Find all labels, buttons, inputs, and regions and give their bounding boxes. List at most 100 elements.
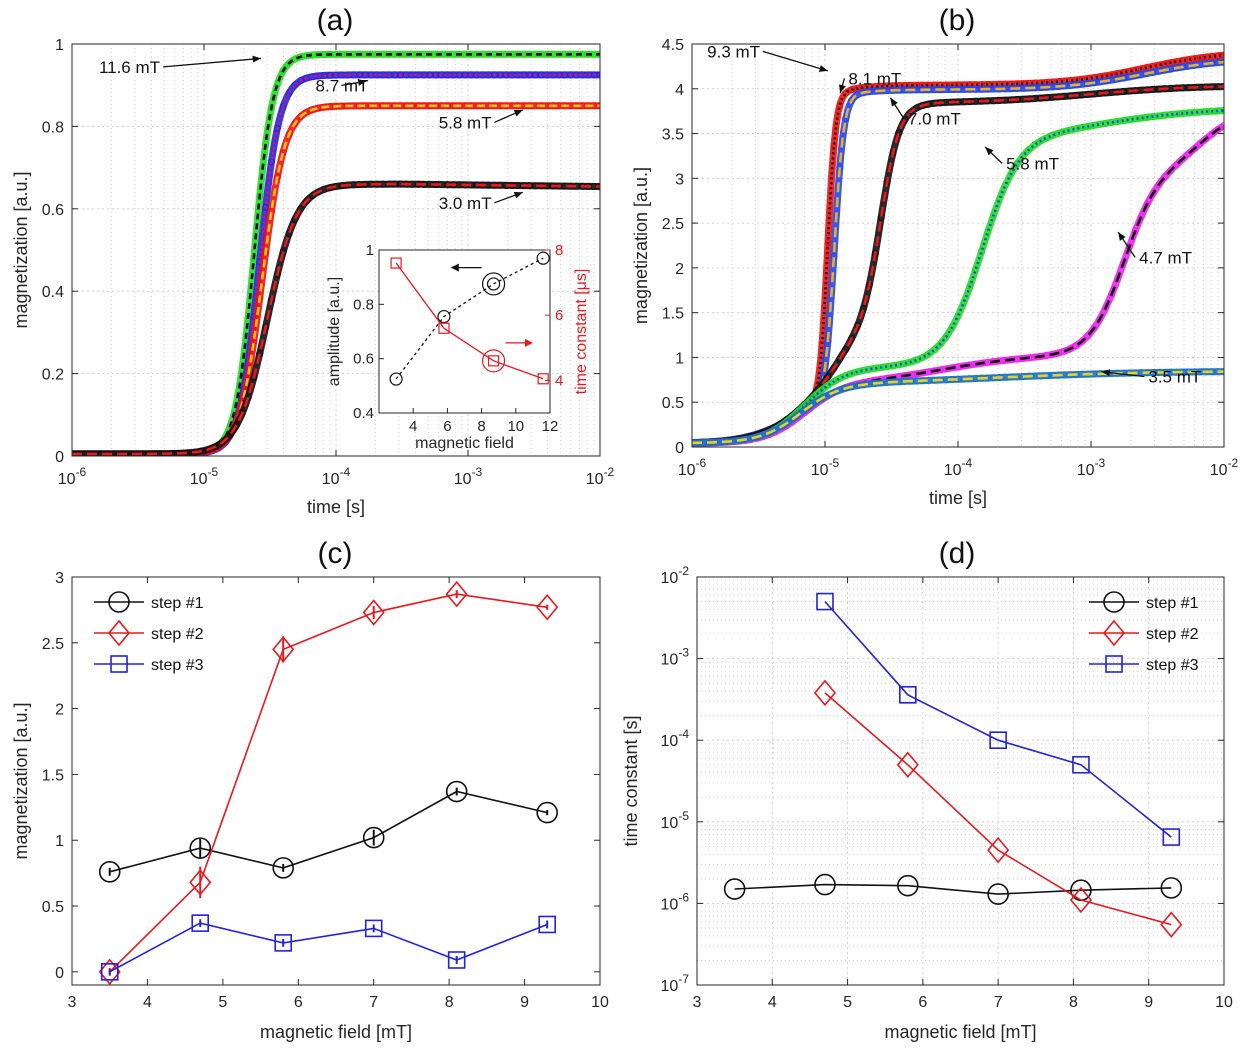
legend-marker (1102, 619, 1126, 647)
series-4.7 mT-marker (1190, 145, 1198, 153)
series-8.7 mT-marker (273, 124, 281, 132)
series-5.8 mT-marker (913, 356, 921, 364)
x-tick-label: 10-3 (454, 465, 483, 488)
series-5.8 mT-marker (989, 211, 997, 219)
series-8.7 mT-fit (72, 73, 600, 456)
series-4.7 mT-marker (1161, 173, 1169, 181)
data-point (813, 679, 837, 707)
data-point (189, 837, 212, 859)
series-4.7 mT-marker (1208, 130, 1216, 138)
x-tick-label: 10-4 (944, 456, 973, 479)
y-tick-label: 10-6 (661, 890, 690, 913)
series-3.0 mT-marker (309, 192, 317, 200)
y-tick-label: 10-3 (661, 646, 690, 669)
x-tick-label: 4 (143, 994, 152, 1011)
y-tick-label: 0.5 (662, 395, 684, 412)
annotation-arrowhead (839, 84, 846, 94)
annotation-arrowhead (1101, 369, 1111, 377)
series-7.0 mT-marker (907, 108, 915, 116)
data-point (987, 883, 1009, 905)
inset-left-arrowhead (450, 263, 459, 272)
y-tick-label: 1 (55, 833, 64, 850)
legend-marker (108, 591, 130, 613)
annotation-arrowhead (1118, 232, 1126, 241)
series-4.7 mT-marker (1096, 315, 1104, 323)
y-tick-label: 1.5 (662, 306, 684, 323)
annotation-arrowhead (985, 146, 994, 156)
series-8.7 mT-marker (285, 89, 293, 97)
series-5.8 mT-marker (1013, 160, 1021, 168)
series-4.7 mT-marker (1084, 332, 1092, 340)
x-tick-label: 10 (591, 994, 609, 1011)
series-4.7 mT-marker (1078, 337, 1086, 345)
legend-marker (1105, 655, 1123, 673)
series-5.8 mT-marker (942, 333, 950, 341)
series-step3-line (109, 922, 548, 973)
series-7.0 mT-marker (901, 116, 909, 124)
annotation-label: 3.0 mT (439, 194, 492, 213)
y-tick-label: 2 (675, 261, 684, 278)
series-9.3 mT-marker (1220, 51, 1224, 59)
x-tick-label: 9 (1144, 994, 1153, 1011)
series-5.8 mT-marker (907, 358, 915, 366)
y-tick-label: 4.5 (662, 37, 684, 54)
series-5.8 mT-marker (291, 119, 299, 127)
series-9.3 mT-marker (824, 239, 832, 247)
y-tick-label: 0.6 (42, 202, 64, 219)
data-point (445, 580, 468, 608)
series-7.0 mT-marker (830, 364, 838, 372)
data-point (98, 861, 121, 883)
series-3.5 mT-marker (824, 391, 832, 399)
series-8.1 mT-marker (848, 97, 856, 105)
legend-label: step #2 (1146, 626, 1199, 643)
x-axis-label: time [s] (307, 497, 365, 517)
annotation-arrowhead (818, 65, 828, 72)
inset-y-tick-label: 0.4 (353, 405, 374, 422)
data-point (100, 963, 119, 981)
series-step2-line (109, 593, 548, 973)
legend-marker (1103, 591, 1125, 613)
y-tick-label: 0.2 (42, 367, 64, 384)
x-tick-label: 8 (445, 994, 454, 1011)
series-3.5 mT-marker (806, 402, 814, 410)
x-tick-label: 10-5 (190, 465, 219, 488)
annotation-arrowhead (252, 55, 261, 63)
data-layer (723, 592, 1183, 938)
y-tick-label: 10-4 (661, 727, 690, 750)
data-point (274, 934, 293, 952)
series-5.8 mT-marker (954, 312, 962, 320)
legend-label: step #1 (1146, 595, 1199, 612)
series-3.0 mT-marker (303, 197, 311, 205)
series-4.7 mT-marker (1143, 200, 1151, 208)
series-step1-line (734, 883, 1172, 895)
series-step3-line (824, 601, 1172, 838)
inset-highlight-circle (481, 272, 506, 296)
inset-y-tick-label: 1 (366, 242, 374, 259)
axes-frame (71, 576, 601, 986)
series-5.8 mT-marker (830, 378, 838, 386)
series-5.8 mT-marker (824, 381, 832, 389)
series-3.5 mT-marker (812, 398, 820, 406)
series-9.3 mT-marker (842, 89, 850, 97)
y-tick-label: 2.5 (42, 636, 64, 653)
data-point (723, 878, 746, 900)
data-point (445, 780, 468, 803)
data-point (816, 592, 834, 611)
y-tick-label: 10-7 (661, 972, 690, 995)
y-axis-label: time constant [s] (621, 715, 641, 846)
series-3.0 mT-marker (221, 437, 229, 445)
series-8.7 mT-marker (297, 77, 305, 85)
data-point (191, 914, 210, 932)
y-axis-label: magnetization [a.u.] (11, 702, 31, 859)
inset-x-tick-label: 10 (507, 418, 524, 435)
legend-marker (110, 655, 128, 673)
annotation-arrowhead (357, 79, 367, 86)
data-point (898, 686, 917, 704)
series-5.8 mT-marker (1031, 141, 1039, 149)
panel-title: (c) (318, 537, 353, 570)
inset-amplitude-point (536, 251, 550, 265)
series-5.8 mT-marker (1007, 170, 1015, 178)
panel-title: (b) (939, 4, 976, 37)
